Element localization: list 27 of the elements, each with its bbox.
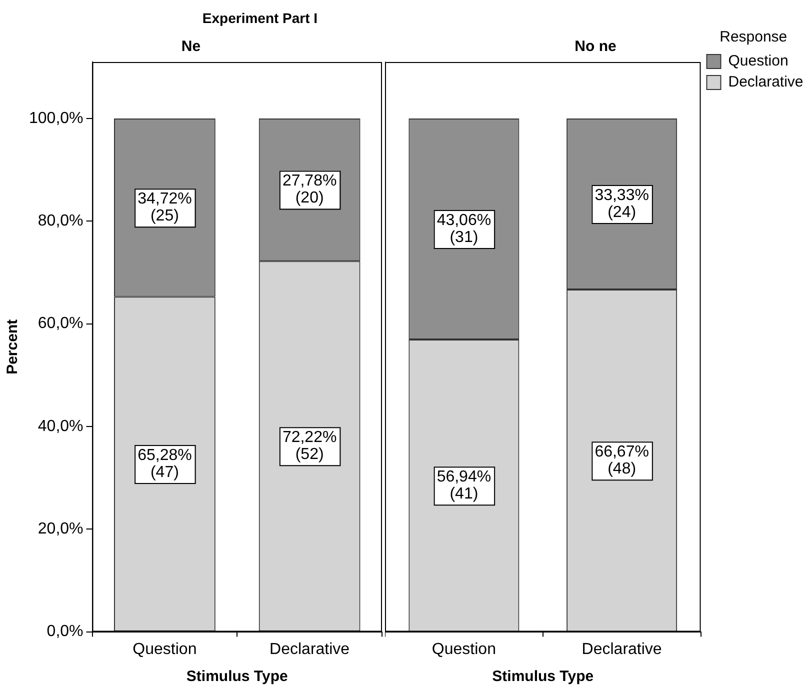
y-tick-label: 80,0%: [38, 212, 84, 230]
y-tick-label: 20,0%: [38, 520, 84, 538]
x-axis-title: Stimulus Type: [492, 668, 594, 686]
data-label: 56,94% (41): [436, 468, 492, 503]
y-tick-label: 40,0%: [38, 418, 84, 435]
data-label: 65,28% (47): [138, 446, 192, 481]
chart-subtitle: No ne: [574, 38, 616, 56]
data-label: 66,67% (48): [594, 444, 649, 478]
x-tick-label: Declarative: [270, 640, 350, 658]
x-tick-label: Question: [132, 640, 197, 658]
y-axis-title: Percent: [4, 319, 22, 374]
legend-label: Declarative: [728, 74, 804, 91]
data-label: 27,78% (20): [282, 172, 337, 207]
data-label: 33,33% (24): [594, 186, 649, 221]
x-tick-label: Question: [432, 640, 496, 658]
y-tick-label: 100,0%: [29, 110, 84, 127]
y-tick-label: 60,0%: [38, 315, 84, 332]
legend-title: Response: [720, 28, 788, 46]
data-label: 43,06% (31): [436, 212, 492, 246]
legend-label: Question: [728, 52, 788, 70]
chart-subtitle: Ne: [181, 38, 201, 56]
y-tick-label: 0,0%: [46, 623, 84, 640]
chart-title: Experiment Part I: [201, 10, 319, 26]
data-label: 72,22% (52): [282, 429, 337, 464]
data-label: 34,72% (25): [138, 190, 192, 224]
x-axis-title: Stimulus Type: [186, 668, 288, 686]
x-tick-label: Declarative: [582, 640, 662, 658]
